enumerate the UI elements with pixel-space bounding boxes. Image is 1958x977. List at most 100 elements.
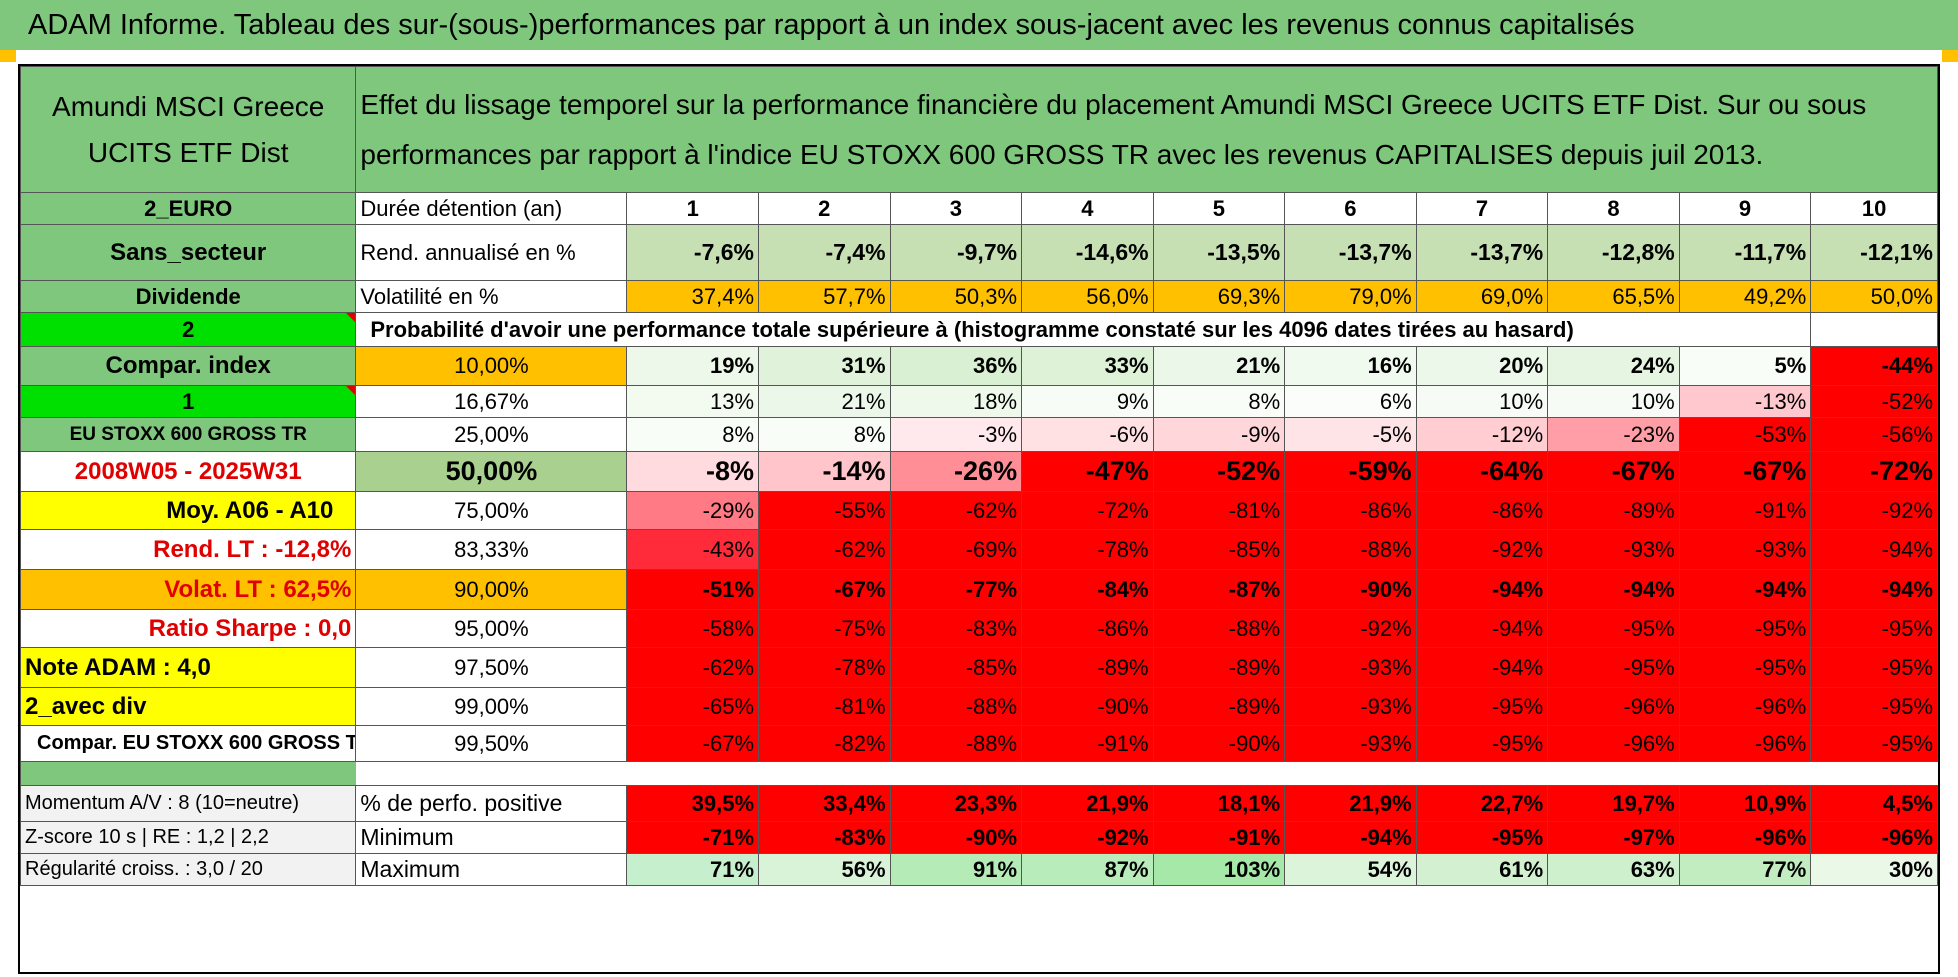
pos-value: 4,5% <box>1810 785 1938 822</box>
year-header: 9 <box>1678 192 1812 225</box>
proba-value: -94% <box>1415 647 1549 688</box>
proba-value: -93% <box>1284 687 1417 726</box>
proba-value: -86% <box>1415 491 1549 530</box>
proba-value: -53% <box>1678 417 1812 452</box>
proba-threshold: 83,33% <box>355 529 628 570</box>
min-value: -95% <box>1415 821 1549 854</box>
proba-value: -51% <box>626 569 760 610</box>
proba-value: -65% <box>626 687 760 726</box>
proba-value: -78% <box>1021 529 1154 570</box>
pos-value: 22,7% <box>1415 785 1549 822</box>
proba-value: -94% <box>1810 569 1938 610</box>
vol-value: 50,0% <box>1810 280 1938 313</box>
proba-value: -86% <box>1284 491 1417 530</box>
proba-value: -84% <box>1021 569 1154 610</box>
proba-value: -9% <box>1152 417 1286 452</box>
proba-value: -89% <box>1547 491 1680 530</box>
proba-value: -69% <box>889 529 1023 570</box>
vol-value: 56,0% <box>1021 280 1154 313</box>
proba-value: -72% <box>1810 451 1938 492</box>
banner-edge-right <box>1942 50 1958 62</box>
proba-value: -88% <box>1152 609 1286 648</box>
proba-value: -94% <box>1415 569 1549 610</box>
pos-label: % de perfo. positive <box>355 785 628 822</box>
proba-value: -94% <box>1810 529 1938 570</box>
max-value: 77% <box>1678 853 1812 886</box>
index-flag[interactable]: 1 <box>20 385 357 418</box>
currency-label: 2_EURO <box>20 192 357 225</box>
proba-value: 20% <box>1415 346 1549 386</box>
proba-value: 31% <box>758 346 891 386</box>
proba-value: -92% <box>1810 491 1938 530</box>
proba-value: 8% <box>1152 385 1286 418</box>
proba-value: -43% <box>626 529 760 570</box>
proba-value: -26% <box>889 451 1023 492</box>
rend-value: -7,6% <box>626 224 760 281</box>
proba-value: -67% <box>1547 451 1680 492</box>
proba-value: -81% <box>758 687 891 726</box>
period-label: 2008W05 - 2025W31 <box>20 451 357 492</box>
pos-value: 21,9% <box>1021 785 1154 822</box>
pos-value: 33,4% <box>758 785 891 822</box>
note-label: Note ADAM : 4,0 <box>20 647 357 688</box>
min-value: -92% <box>1021 821 1154 854</box>
proba-value: 33% <box>1021 346 1154 386</box>
proba-value: -47% <box>1021 451 1154 492</box>
proba-value: -78% <box>758 647 891 688</box>
proba-value: -90% <box>1021 687 1154 726</box>
vol-value: 79,0% <box>1284 280 1417 313</box>
proba-value: -90% <box>1152 725 1286 762</box>
proba-value: -67% <box>1678 451 1812 492</box>
compar-label: Compar. EU STOXX 600 GROSS TR <box>20 725 357 762</box>
max-value: 56% <box>758 853 891 886</box>
proba-value: 8% <box>626 417 760 452</box>
proba-value: -52% <box>1152 451 1286 492</box>
proba-value: -94% <box>1415 609 1549 648</box>
proba-value: -81% <box>1152 491 1286 530</box>
duree-label: Durée détention (an) <box>355 192 628 225</box>
proba-value: -95% <box>1415 687 1549 726</box>
performance-sheet: Amundi MSCI Greece UCITS ETF Dist Effet … <box>18 64 1940 974</box>
year-header: 8 <box>1547 192 1680 225</box>
proba-value: -6% <box>1021 417 1154 452</box>
proba-value: -44% <box>1810 346 1938 386</box>
rend-lt-label: Rend. LT : -12,8% <box>20 529 357 570</box>
dividend-flag[interactable]: 2 <box>20 312 357 347</box>
vol-value: 37,4% <box>626 280 760 313</box>
proba-value: -75% <box>758 609 891 648</box>
proba-threshold: 25,00% <box>355 417 628 452</box>
proba-value: -91% <box>1678 491 1812 530</box>
dividend-label: Dividende <box>20 280 357 313</box>
rend-value: -12,8% <box>1547 224 1680 281</box>
proba-value: -88% <box>889 725 1023 762</box>
fund-name: Amundi MSCI Greece UCITS ETF Dist <box>20 66 357 193</box>
proba-value: -62% <box>626 647 760 688</box>
proba-label: Probabilité d'avoir une performance tota… <box>355 312 1812 347</box>
proba-value: -95% <box>1547 647 1680 688</box>
proba-value: 6% <box>1284 385 1417 418</box>
proba-threshold: 10,00% <box>355 346 628 386</box>
proba-threshold: 90,00% <box>355 569 628 610</box>
proba-threshold: 99,00% <box>355 687 628 726</box>
proba-value: -86% <box>1021 609 1154 648</box>
proba-value: -55% <box>758 491 891 530</box>
proba-value: -67% <box>626 725 760 762</box>
proba-value: 5% <box>1678 346 1812 386</box>
min-value: -71% <box>626 821 760 854</box>
max-value: 63% <box>1547 853 1680 886</box>
vol-label: Volatilité en % <box>355 280 628 313</box>
proba-value: -96% <box>1547 687 1680 726</box>
pos-value: 23,3% <box>889 785 1023 822</box>
proba-value: -91% <box>1021 725 1154 762</box>
max-value: 103% <box>1152 853 1286 886</box>
proba-value: -95% <box>1810 647 1938 688</box>
max-value: 71% <box>626 853 760 886</box>
index-name: EU STOXX 600 GROSS TR <box>20 417 357 452</box>
min-label: Minimum <box>355 821 628 854</box>
max-value: 54% <box>1284 853 1417 886</box>
sector-label: Sans_secteur <box>20 224 357 281</box>
min-value: -96% <box>1678 821 1812 854</box>
moy-label: Moy. A06 - A10 <box>20 491 357 530</box>
proba-value: -13% <box>1678 385 1812 418</box>
max-value: 87% <box>1021 853 1154 886</box>
